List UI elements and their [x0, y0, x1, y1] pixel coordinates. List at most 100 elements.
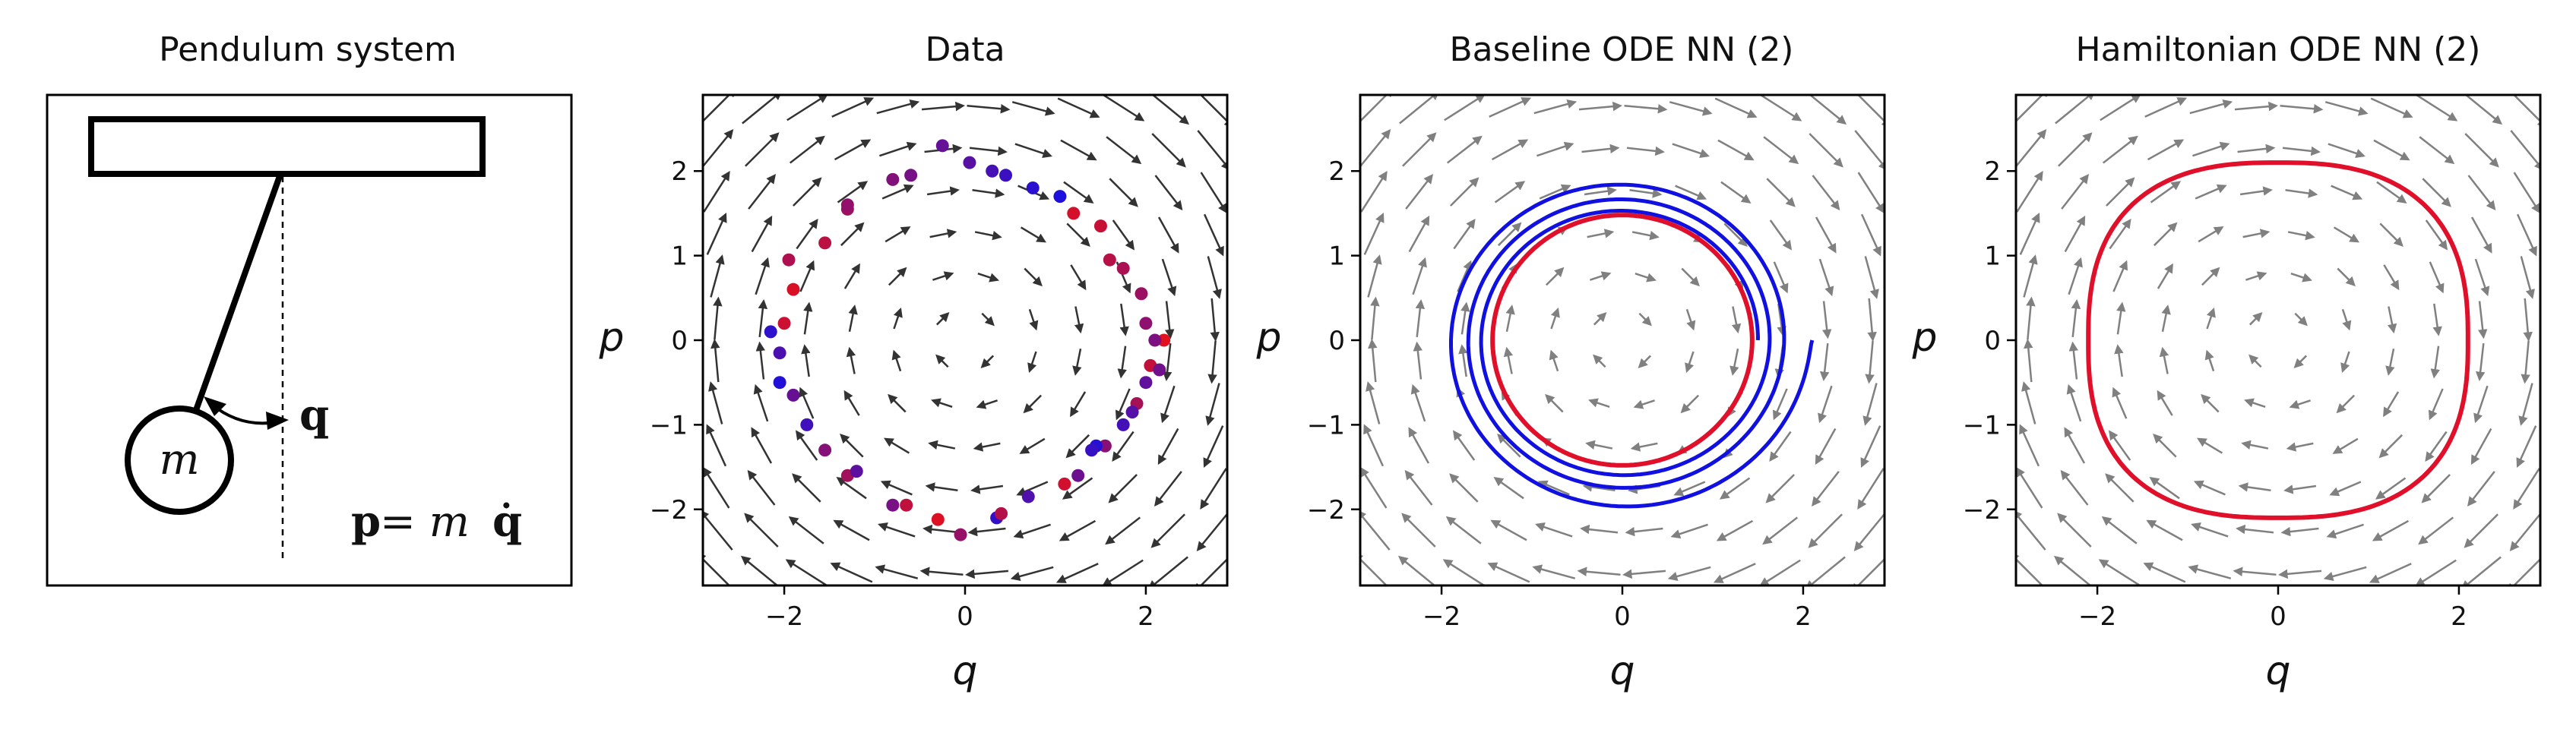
field-arrow — [965, 569, 1009, 579]
hamiltonian-orbit — [2086, 160, 2470, 520]
data-point — [995, 507, 1008, 520]
field-arrow — [2429, 261, 2445, 294]
field-arrow — [706, 212, 727, 255]
field-arrow — [1070, 391, 1087, 418]
field-arrow — [2331, 185, 2363, 200]
field-arrow — [708, 381, 723, 424]
field-arrow — [1074, 306, 1084, 334]
pendulum-frame — [46, 93, 573, 587]
field-arrow — [1399, 95, 1440, 125]
field-arrow — [2278, 569, 2322, 579]
field-arrow — [1765, 474, 1795, 503]
field-arrow — [2157, 390, 2173, 416]
data-point — [764, 325, 777, 339]
field-arrow — [2060, 469, 2089, 506]
data-point — [1093, 219, 1107, 233]
field-arrow — [848, 305, 858, 332]
field-arrow — [1536, 141, 1574, 157]
field-arrow — [1105, 516, 1141, 545]
field-arrow — [1060, 139, 1097, 161]
field-arrow — [2233, 566, 2277, 576]
field-arrow — [2470, 428, 2492, 465]
field-arrow — [1685, 308, 1696, 331]
field-arrow — [1014, 143, 1052, 158]
field-arrow — [744, 513, 779, 548]
field-arrow — [2373, 139, 2410, 161]
data-point — [1053, 190, 1067, 204]
field-arrow — [1590, 271, 1612, 281]
field-arrow — [891, 349, 902, 372]
field-arrow — [1449, 473, 1479, 503]
y-tick-label: −1 — [650, 410, 688, 440]
field-arrow — [834, 139, 872, 161]
field-arrow — [2509, 512, 2540, 551]
field-arrow — [1487, 562, 1530, 583]
data-point — [777, 317, 791, 330]
field-arrow — [1815, 216, 1837, 254]
field-arrow — [1669, 101, 1713, 116]
field-arrow — [1731, 306, 1742, 334]
field-arrow — [2293, 355, 2308, 369]
field-arrow — [1667, 566, 1711, 582]
field-arrow — [801, 344, 811, 377]
field-arrow — [788, 516, 824, 544]
field-arrow — [1670, 523, 1708, 539]
field-arrow — [1717, 139, 1755, 161]
field-arrow — [2195, 184, 2227, 200]
field-arrow — [786, 95, 828, 122]
field-arrow — [1457, 260, 1473, 292]
y-tick-label: −1 — [1963, 410, 2001, 440]
field-arrow — [1102, 559, 1144, 585]
field-arrow — [1016, 481, 1049, 497]
field-arrow — [1072, 349, 1082, 376]
field-arrow — [2425, 431, 2448, 462]
field-arrow — [2191, 522, 2229, 538]
field-arrow — [1713, 563, 1756, 583]
field-arrow — [2245, 271, 2267, 281]
field-arrow — [2290, 272, 2312, 282]
data-point — [1071, 469, 1085, 482]
field-arrow — [967, 526, 1006, 537]
field-arrow — [837, 181, 869, 204]
field-arrow — [1408, 427, 1430, 464]
field-arrow — [1545, 267, 1565, 286]
field-arrow — [1532, 564, 1576, 579]
field-arrow — [1460, 301, 1470, 335]
field-arrow — [796, 218, 818, 250]
field-arrow — [1494, 181, 1526, 204]
momentum-eq-rhs: = m — [380, 497, 470, 547]
field-arrow — [2234, 101, 2278, 112]
field-arrow — [843, 390, 860, 416]
field-arrow — [1867, 298, 1877, 342]
field-arrow — [1809, 133, 1843, 168]
field-arrow — [1491, 139, 1529, 161]
field-arrow — [795, 430, 818, 461]
field-arrow — [2238, 482, 2271, 492]
field-arrow — [1769, 219, 1793, 251]
field-arrow — [1207, 256, 1222, 299]
field-arrow — [1207, 340, 1217, 384]
field-arrow — [2323, 566, 2367, 582]
field-arrow — [1489, 97, 1532, 118]
field-arrow — [1672, 143, 1710, 158]
field-arrow — [2375, 477, 2407, 500]
momentum-equation: p = m q̇ — [351, 497, 522, 547]
field-arrow — [1162, 343, 1172, 382]
field-arrow — [831, 97, 875, 118]
field-arrow — [2112, 387, 2128, 419]
field-arrow — [928, 440, 956, 450]
field-arrow — [880, 480, 913, 496]
panel-title-hamiltonian: Hamiltonian ODE NN (2) — [2076, 30, 2481, 69]
pendulum-ceiling — [88, 116, 486, 177]
y-tick-label: 2 — [1984, 156, 2001, 187]
field-arrow — [2112, 260, 2128, 292]
field-arrow — [2415, 559, 2457, 585]
field-arrow — [1818, 258, 1834, 297]
field-arrow — [2016, 129, 2047, 169]
field-arrow — [1773, 261, 1789, 294]
field-arrow — [2385, 349, 2395, 376]
data-point — [1157, 333, 1171, 347]
field-arrow — [1498, 222, 1522, 247]
data-point — [786, 388, 800, 402]
field-arrow — [1147, 556, 1188, 585]
